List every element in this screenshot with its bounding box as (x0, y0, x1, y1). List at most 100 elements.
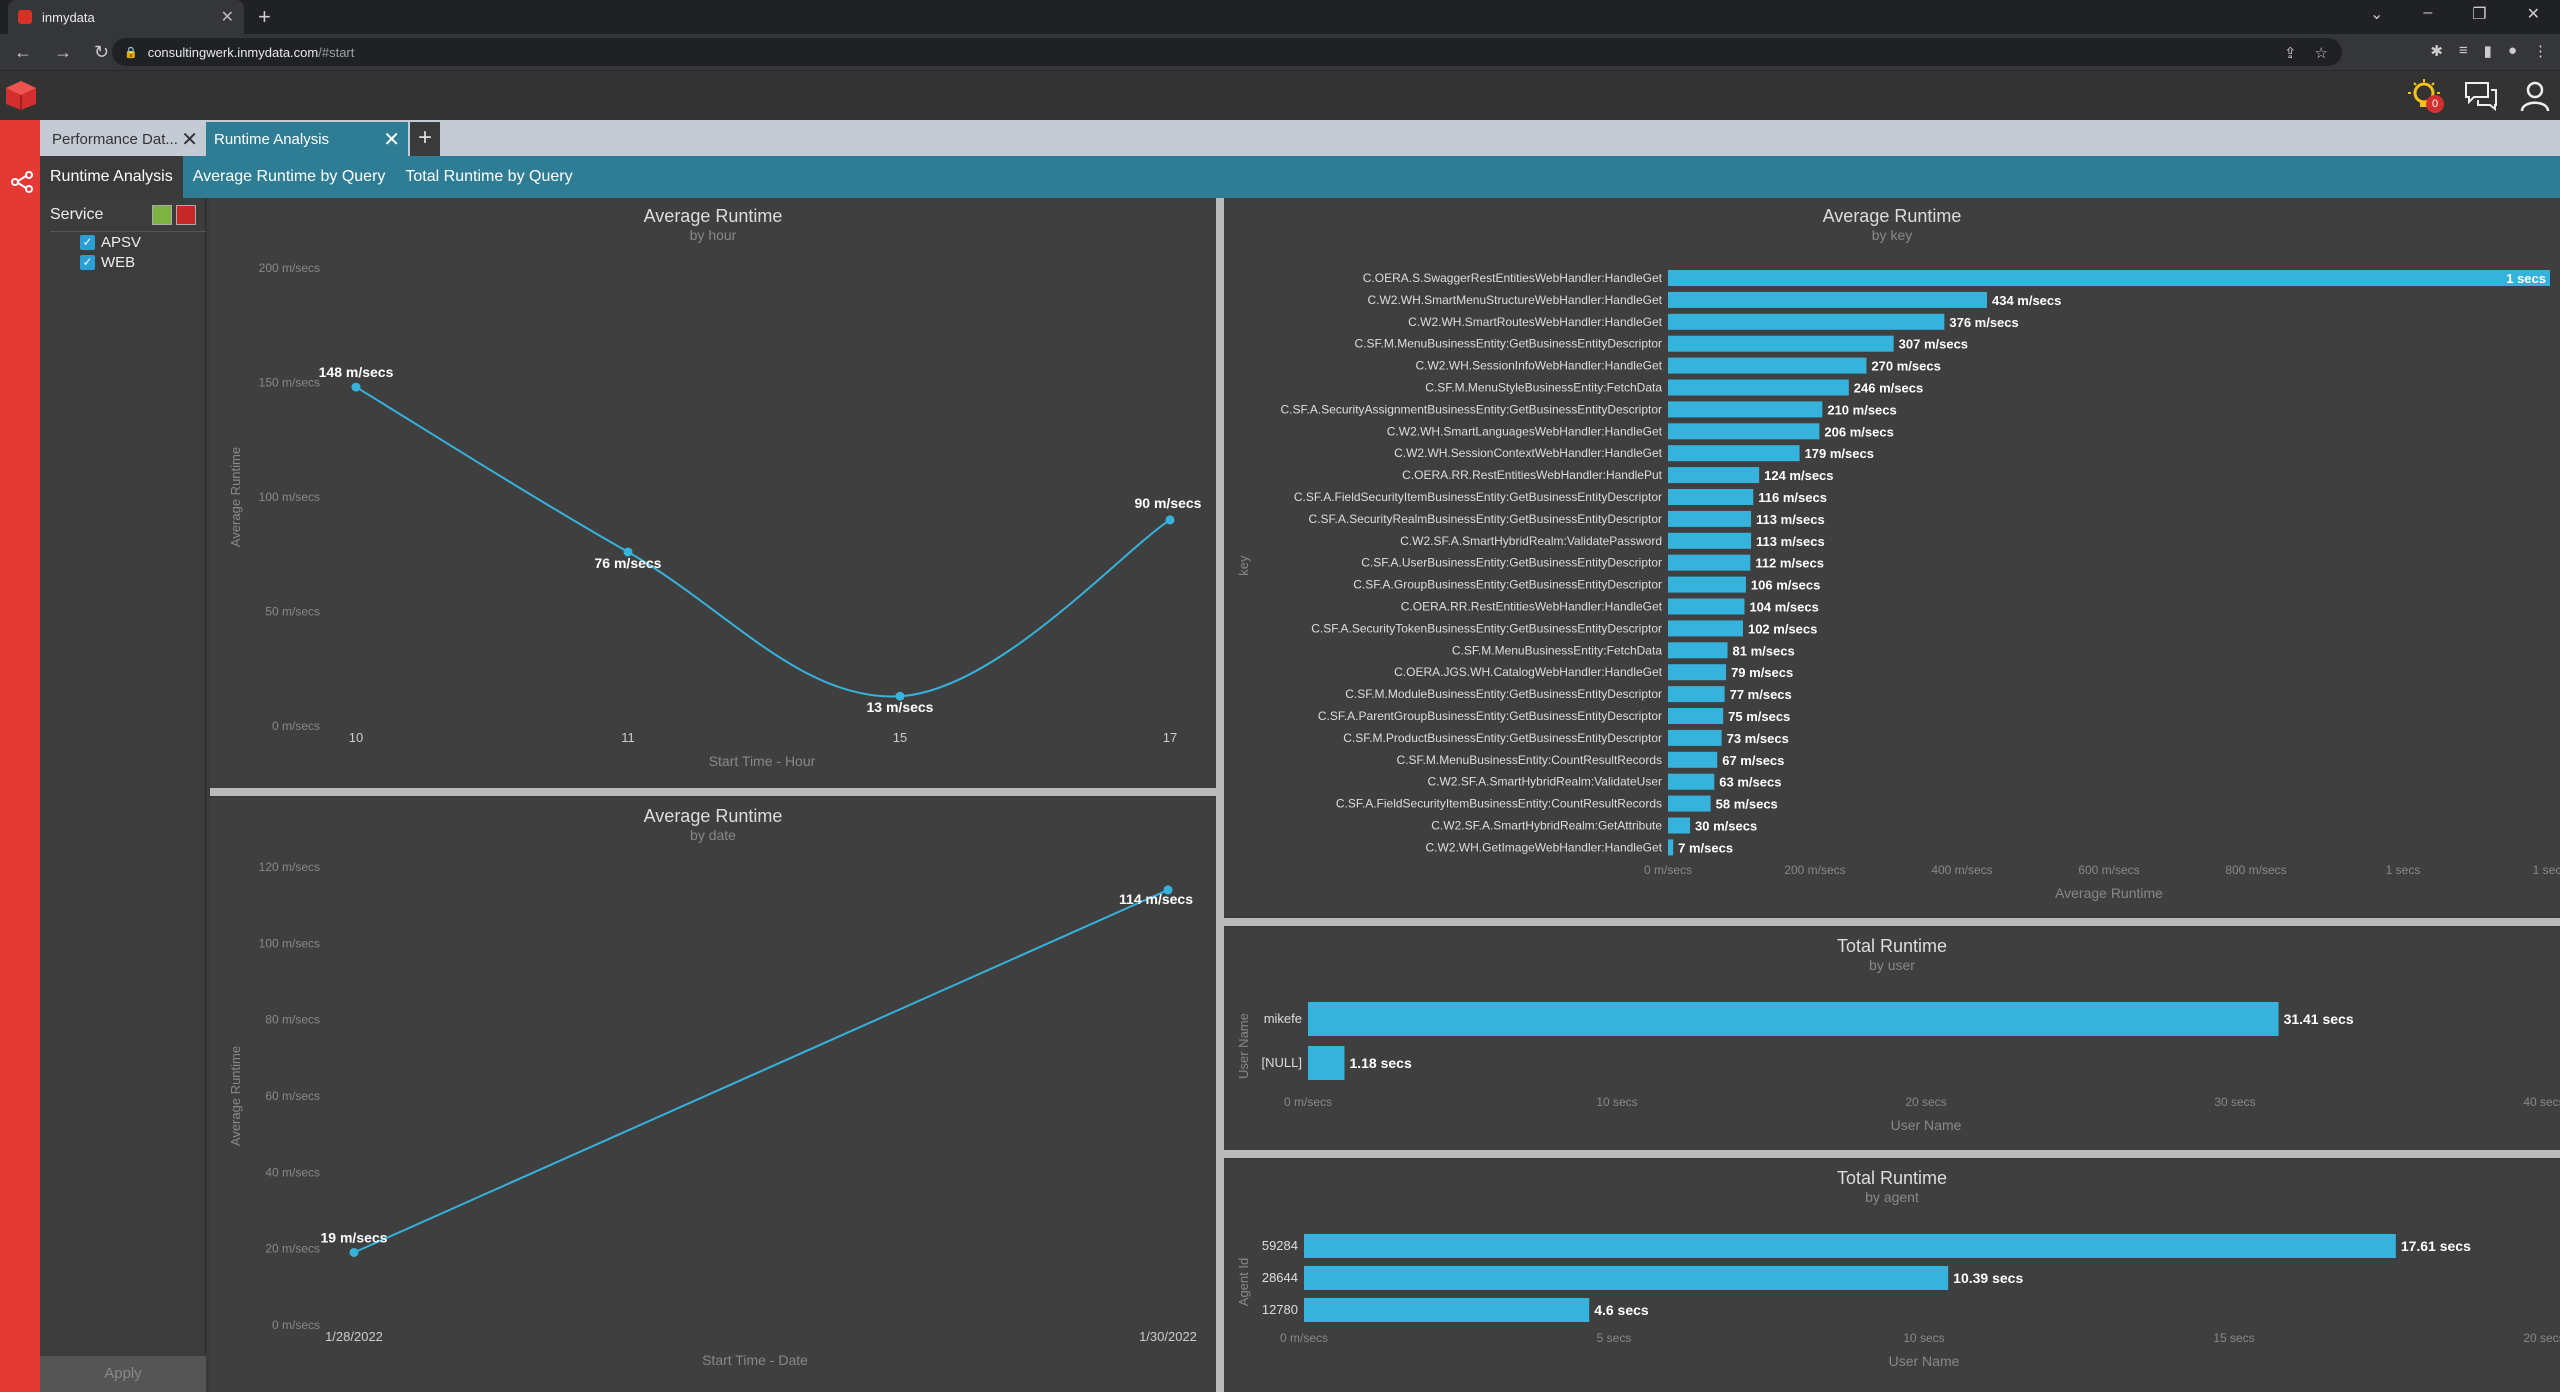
subnav-runtime-analysis[interactable]: Runtime Analysis (40, 156, 183, 198)
subnav-total-runtime-by-query[interactable]: Total Runtime by Query (405, 168, 573, 185)
value-label: 113 m/secs (1756, 534, 1825, 549)
x-tick-label: 1 secs (2386, 863, 2421, 877)
value-label: 270 m/secs (1871, 359, 1940, 374)
tab-search-icon[interactable]: ⌄ (2369, 6, 2384, 23)
tab-performance-data[interactable]: Performance Dat... ✕ (44, 122, 206, 156)
clear-all-button[interactable] (176, 204, 196, 225)
close-tab-icon[interactable]: ✕ (220, 9, 234, 26)
data-point (1163, 885, 1173, 895)
category-label: C.SF.M.MenuBusinessEntity:CountResultRec… (1397, 753, 1662, 767)
chat-icon[interactable] (2464, 81, 2498, 111)
x-tick-label: 1/28/2022 (325, 1329, 383, 1344)
x-axis-label: User Name (1889, 1353, 1960, 1369)
side-panel-icon[interactable]: ▮ (2483, 43, 2492, 60)
vertical-splitter[interactable] (1216, 198, 1224, 1392)
back-icon[interactable]: ← (14, 41, 32, 62)
bar (1304, 1234, 2396, 1258)
profile-icon[interactable]: ● (2507, 42, 2517, 59)
browser-tab[interactable]: inmydata ✕ (8, 0, 244, 34)
address-bar[interactable]: 🔒 consultingwerk.inmydata.com/#start ⇪ ☆ (112, 38, 2342, 66)
category-label: C.SF.M.MenuBusinessEntity:GetBusinessEnt… (1355, 337, 1662, 351)
y-axis-label: key (1236, 555, 1251, 576)
filter-item-label: APSV (101, 234, 142, 251)
category-label: C.SF.A.SecurityAssignmentBusinessEntity:… (1281, 402, 1662, 416)
reading-list-icon[interactable]: ≡ (2458, 42, 2468, 59)
category-label: C.W2.WH.SmartRoutesWebHandler:HandleGet (1408, 315, 1663, 329)
select-all-button[interactable] (152, 204, 172, 225)
category-label: C.OERA.JGS.WH.CatalogWebHandler:HandleGe… (1394, 665, 1663, 679)
chart-panel-total-by-user: Total Runtime by user mikefe 31.41 secs [NUL… (1224, 928, 2560, 1150)
x-tick-label: 11 (621, 730, 635, 745)
add-tab-button[interactable]: + (410, 122, 440, 156)
bar (1668, 313, 1945, 330)
chart-title: Total Runtime (1837, 1168, 1947, 1188)
checkbox-checked-icon[interactable]: ✓ (80, 255, 95, 270)
y-tick-label: 50 m/secs (265, 605, 320, 619)
series-line (353, 888, 1169, 1254)
share-page-icon[interactable]: ⇪ (2283, 45, 2297, 62)
bar (1668, 379, 1849, 396)
category-label: C.OERA.RR.RestEntitiesWebHandler:HandleG… (1401, 600, 1663, 614)
new-tab-button[interactable]: + (258, 4, 271, 29)
browser-menu-icon[interactable]: ⋮ (2533, 43, 2548, 60)
maximize-icon[interactable]: ❐ (2472, 6, 2487, 23)
bar (1668, 773, 1715, 790)
value-label: 434 m/secs (1992, 293, 2061, 308)
user-account-icon[interactable] (2520, 80, 2550, 112)
data-label: 90 m/secs (1135, 495, 1202, 511)
bar (1668, 510, 1752, 527)
bar (1668, 467, 1760, 484)
x-tick-label: 0 m/secs (1644, 863, 1692, 877)
share-icon[interactable] (10, 170, 34, 194)
filter-item-web[interactable]: ✓ WEB (80, 254, 135, 271)
bar (1668, 423, 1820, 440)
value-label: 104 m/secs (1749, 600, 1818, 615)
sub-navigation: Runtime Analysis Average Runtime by Quer… (40, 156, 2560, 198)
bar (1668, 751, 1718, 768)
y-tick-label: 80 m/secs (265, 1013, 320, 1027)
horizontal-splitter-right-2[interactable] (1224, 1150, 2560, 1158)
close-icon[interactable]: ✕ (383, 128, 400, 151)
x-tick-label: 10 secs (1903, 1331, 1944, 1345)
category-label: C.W2.WH.SessionContextWebHandler:HandleG… (1394, 446, 1663, 460)
chart-panel-total-by-agent: Total Runtime by agent 59284 17.61 secs 2864… (1224, 1160, 2560, 1392)
category-label: C.W2.WH.SmartMenuStructureWebHandler:Han… (1367, 293, 1662, 307)
filter-item-apsv[interactable]: ✓ APSV (80, 234, 141, 251)
notifications-bulb-icon[interactable]: 0 (2408, 79, 2444, 113)
category-label: C.SF.A.FieldSecurityItemBusinessEntity:G… (1294, 490, 1662, 504)
notification-badge: 0 (2426, 95, 2444, 113)
horizontal-splitter-right-1[interactable] (1224, 918, 2560, 926)
value-label: 106 m/secs (1751, 578, 1820, 593)
value-label: 77 m/secs (1730, 687, 1792, 702)
x-tick-label: 30 secs (2214, 1095, 2255, 1109)
value-label: 116 m/secs (1758, 490, 1827, 505)
x-tick-label: 20 secs (2523, 1331, 2560, 1345)
reload-icon[interactable]: ↻ (94, 41, 110, 62)
apply-button[interactable]: Apply (40, 1356, 206, 1392)
extensions-icon[interactable]: ✱ (2430, 43, 2443, 60)
subnav-average-runtime-by-query[interactable]: Average Runtime by Query (192, 168, 386, 185)
x-axis-label: Start Time - Date (702, 1352, 808, 1368)
bar (1304, 1266, 1949, 1290)
lock-icon[interactable]: 🔒 (124, 46, 138, 59)
checkbox-checked-icon[interactable]: ✓ (80, 235, 95, 250)
close-window-icon[interactable]: ✕ (2526, 6, 2540, 23)
category-label: C.SF.M.MenuBusinessEntity:FetchData (1452, 643, 1662, 657)
tab-runtime-analysis[interactable]: Runtime Analysis ✕ (206, 122, 408, 156)
category-label: C.W2.SF.A.SmartHybridRealm:GetAttribute (1431, 819, 1662, 833)
x-tick-label: 1 secs (2533, 863, 2560, 877)
horizontal-splitter-left[interactable] (210, 788, 1216, 796)
chart-title: Average Runtime (644, 206, 783, 226)
bar (1304, 1298, 1590, 1322)
y-tick-label: 150 m/secs (259, 376, 320, 390)
close-icon[interactable]: ✕ (181, 128, 198, 151)
minimize-icon[interactable]: – (2423, 4, 2433, 21)
category-label: C.OERA.S.SwaggerRestEntitiesWebHandler:H… (1363, 271, 1663, 285)
bookmark-star-icon[interactable]: ☆ (2314, 45, 2328, 62)
forward-icon[interactable]: → (54, 41, 72, 62)
data-label: 13 m/secs (867, 699, 934, 715)
x-tick-label: 15 secs (2213, 1331, 2254, 1345)
x-tick-label: 17 (1163, 730, 1177, 745)
bar (1668, 532, 1752, 549)
